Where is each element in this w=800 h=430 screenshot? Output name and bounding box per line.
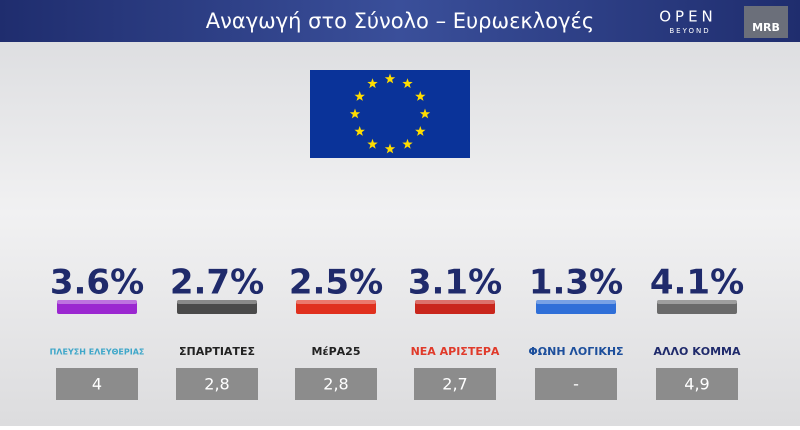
bar-shine xyxy=(536,300,616,304)
previous-value: - xyxy=(573,375,579,394)
star xyxy=(384,143,396,154)
party-bar xyxy=(657,300,737,314)
percent-value: 3.1% xyxy=(408,263,502,303)
star xyxy=(349,108,361,119)
logo-open: OPEN xyxy=(659,8,717,26)
bar-shine xyxy=(296,300,376,304)
party-logo: ΜέΡΑ25 xyxy=(312,345,361,358)
percent-value: 1.3% xyxy=(529,263,623,303)
percent-value: 2.5% xyxy=(289,263,383,303)
flag-stars xyxy=(349,73,431,154)
star xyxy=(367,138,378,149)
bar-shine xyxy=(177,300,257,304)
bar-shine xyxy=(415,300,495,304)
party-bar xyxy=(57,300,137,314)
header-bar xyxy=(0,0,800,42)
star xyxy=(402,138,413,149)
previous-box xyxy=(656,368,738,400)
mrb-box xyxy=(744,6,788,38)
previous-value: 2,7 xyxy=(442,375,467,394)
previous-box xyxy=(295,368,377,400)
previous-box xyxy=(176,368,258,400)
party-bar xyxy=(177,300,257,314)
star xyxy=(419,108,431,119)
previous-value: 4,9 xyxy=(684,375,709,394)
party-logo: ΠΛΕΥΣΗ ΕΛΕΥΘΕΡΙΑΣ xyxy=(50,348,145,357)
logo-beyond: BEYOND xyxy=(669,27,710,35)
previous-value: 4 xyxy=(92,375,102,394)
previous-value: 2,8 xyxy=(323,375,348,394)
party-logo: ΝΕΑ ΑΡΙΣΤΕΡΑ xyxy=(411,345,500,358)
title: Αναγωγή στο Σύνολο – Ευρωεκλογές xyxy=(206,9,594,33)
logo-mrb: MRB xyxy=(752,21,780,34)
party-columns: 3.6% ΠΛΕΥΣΗ ΕΛΕΥΘΕΡΙΑΣ 4 2.7% ΣΠΑΡΤΙΑΤΕΣ 2,8 2… xyxy=(50,263,744,400)
percent-value: 2.7% xyxy=(170,263,264,303)
party-bar xyxy=(415,300,495,314)
previous-value: 2,8 xyxy=(204,375,229,394)
party-bar xyxy=(296,300,376,314)
eu-flag xyxy=(310,70,470,158)
star xyxy=(415,126,426,136)
previous-box xyxy=(414,368,496,400)
star xyxy=(384,73,396,84)
percent-value: 3.6% xyxy=(50,263,144,303)
star xyxy=(367,78,378,89)
bar-shine xyxy=(57,300,137,304)
star xyxy=(354,126,365,136)
previous-box xyxy=(56,368,138,400)
party-bar xyxy=(536,300,616,314)
bar-shine xyxy=(657,300,737,304)
previous-box xyxy=(535,368,617,400)
star xyxy=(402,78,413,89)
star xyxy=(415,91,426,101)
party-logo: ΣΠΑΡΤΙΑΤΕΣ xyxy=(179,345,255,358)
party-logo: ΦΩΝΗ ΛΟΓΙΚΗΣ xyxy=(528,345,623,358)
percent-value: 4.1% xyxy=(650,263,744,303)
star xyxy=(354,91,365,101)
party-logo: ΑΛΛΟ ΚΟΜΜΑ xyxy=(653,345,740,358)
